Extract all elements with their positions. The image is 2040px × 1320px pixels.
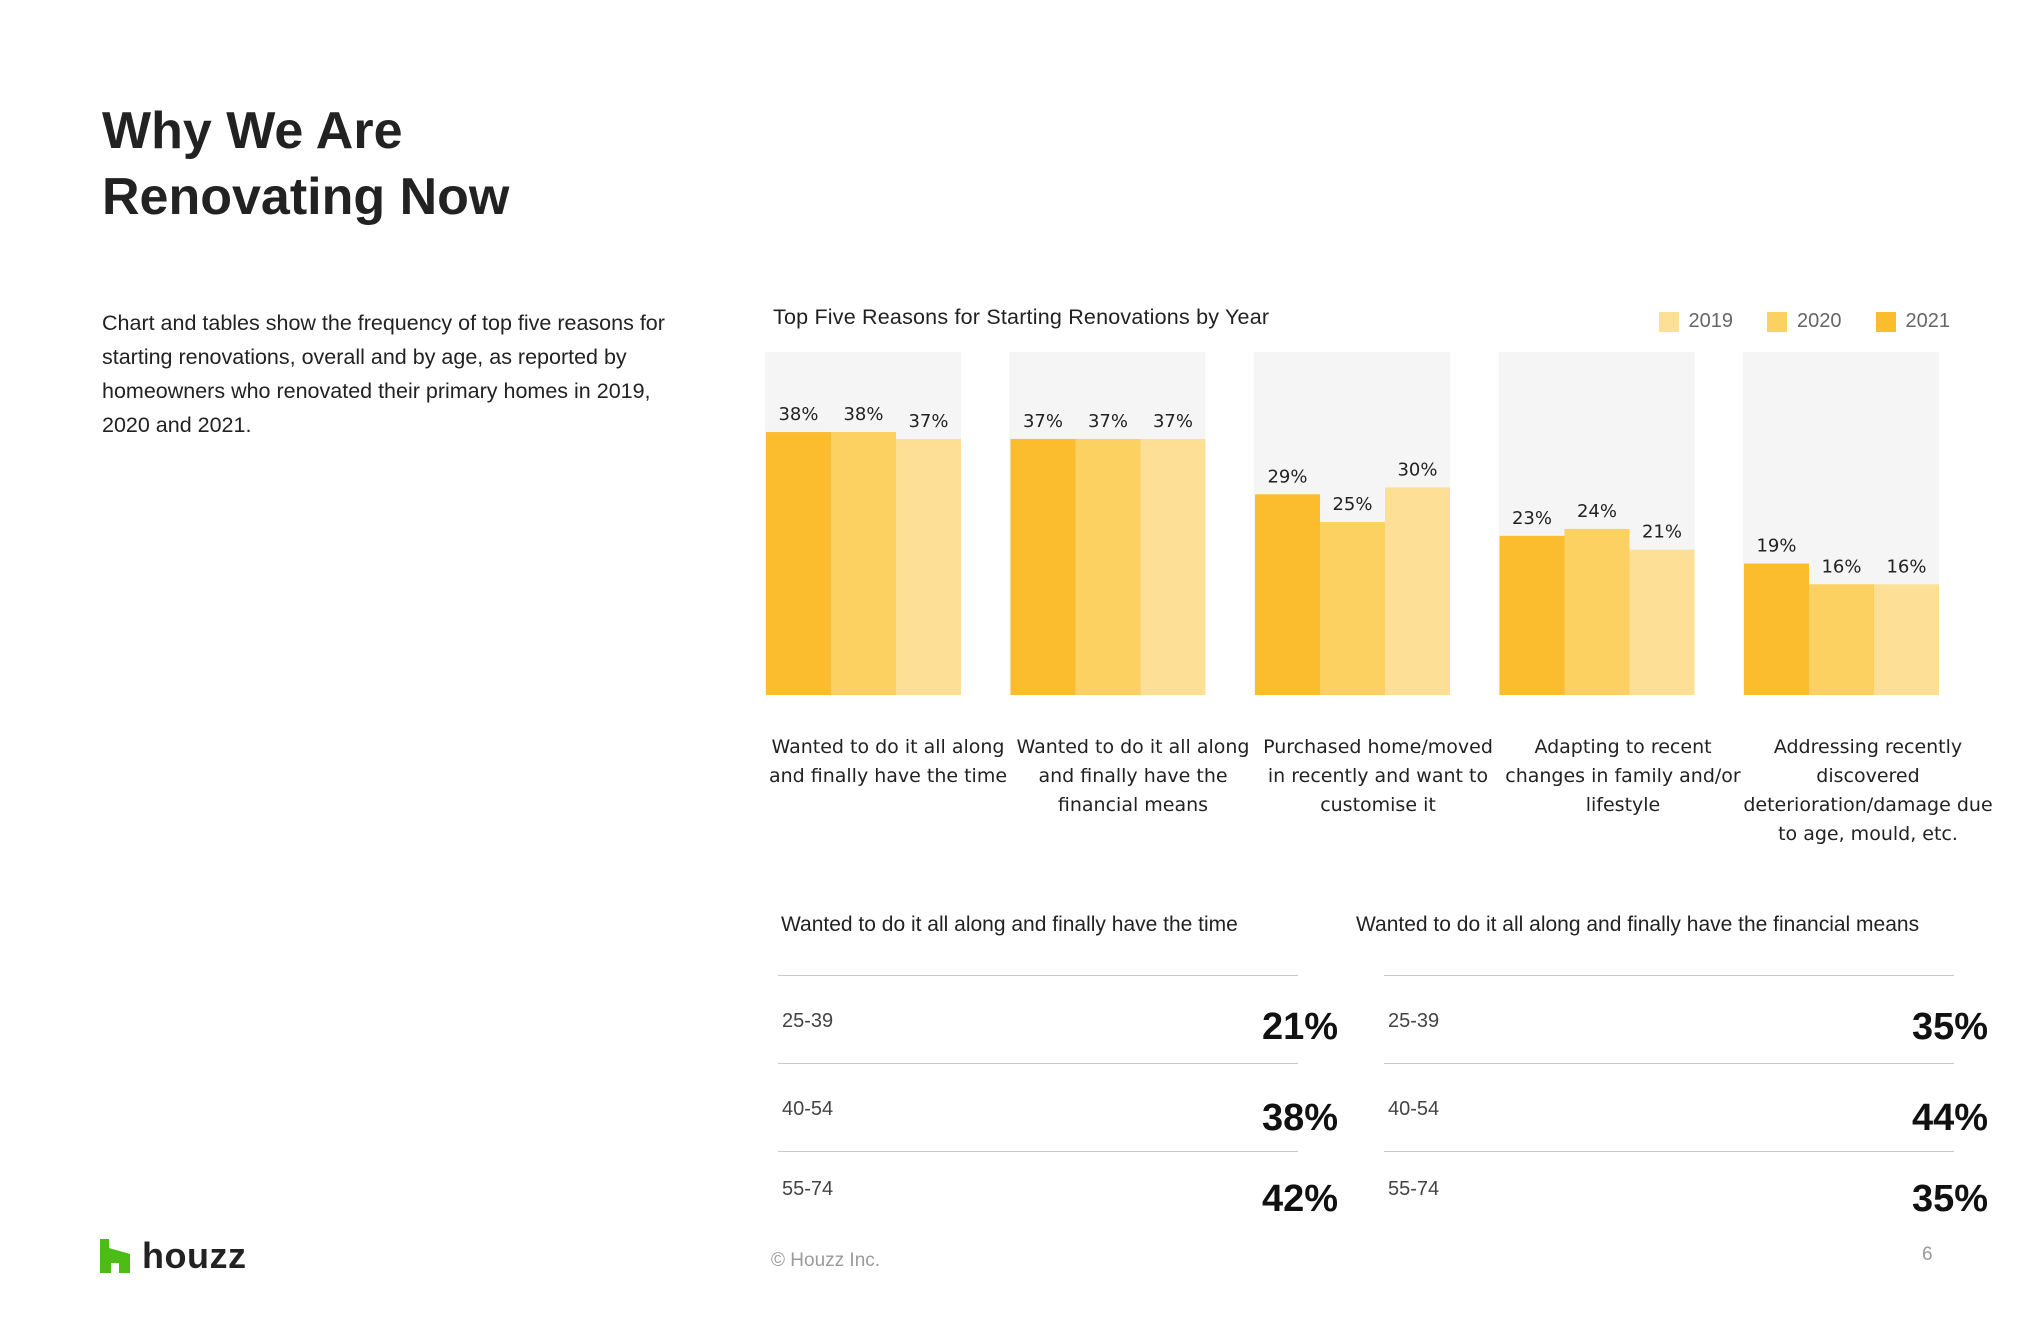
legend-item-2019: 2019	[1658, 310, 1734, 333]
legend-label-2020: 2020	[1797, 310, 1842, 332]
data-label-2021-1: 38%	[778, 404, 818, 425]
table-row: 25-39	[778, 975, 1298, 1063]
page-title-line-1: Why We Are	[102, 102, 403, 160]
data-label-2021-2: 37%	[1023, 411, 1063, 432]
bar-2020-5	[1809, 584, 1874, 695]
legend-item-2020: 2020	[1767, 310, 1842, 333]
table-title-financial: Wanted to do it all along and finally ha…	[1356, 913, 1920, 936]
data-label-2020-1: 38%	[843, 404, 883, 425]
data-label-2021-3: 29%	[1267, 466, 1307, 487]
legend-label-2021: 2021	[1905, 310, 1951, 332]
bar-2021-1	[766, 432, 831, 695]
table-row: 55-74	[778, 1151, 1298, 1239]
data-label-2019-1: 37%	[908, 411, 948, 432]
legend-swatch-2021	[1875, 311, 1896, 332]
data-label-2019-5: 16%	[1886, 556, 1926, 577]
page-title-line-2: Renovating Now	[102, 168, 510, 226]
legend-item-2021: 2021	[1875, 310, 1951, 333]
row-age: 25-39	[782, 1010, 834, 1032]
chart-legend: 2019 2020 2021	[1658, 310, 1951, 333]
bar-2021-3	[1255, 494, 1320, 695]
houzz-house-icon	[100, 1239, 130, 1273]
legend-swatch-2019	[1658, 311, 1679, 332]
data-label-2019-2: 37%	[1153, 411, 1193, 432]
bar-2021-4	[1499, 535, 1565, 695]
data-label-2020-5: 16%	[1821, 556, 1861, 577]
row-age: 55-74	[782, 1178, 834, 1200]
bar-2021-5	[1744, 563, 1809, 695]
table-row: 55-74	[1384, 1151, 1954, 1239]
row-value: 21%	[1261, 1006, 1338, 1048]
bar-2020-1	[831, 432, 896, 695]
legend-label-2019: 2019	[1688, 310, 1734, 332]
legend-swatch-2020	[1767, 311, 1787, 332]
row-value: 44%	[1911, 1097, 1988, 1139]
houzz-logo: houzz	[100, 1235, 246, 1277]
data-label-2019-4: 21%	[1642, 522, 1682, 543]
data-label-2020-3: 25%	[1332, 494, 1372, 515]
category-label-4: Adapting to recent changes in family and…	[1505, 736, 1741, 816]
bar-2020-2	[1075, 438, 1141, 695]
bar-2019-3	[1385, 487, 1450, 695]
row-value: 35%	[1911, 1178, 1988, 1220]
data-label-2020-2: 37%	[1088, 411, 1128, 432]
page-number: 6	[1922, 1244, 1933, 1265]
bar-2020-4	[1564, 528, 1630, 695]
age-table-financial: Wanted to do it all along and finally ha…	[1354, 913, 2002, 1239]
row-age: 55-74	[1388, 1178, 1440, 1200]
data-label-2019-3: 30%	[1397, 459, 1437, 480]
category-label-1: Wanted to do it all along and finally ha…	[768, 736, 1008, 787]
bar-chart: 38% 38% 37% 37% 37% 37% 29% 25% 30% 23% 24% 21% 19% 1…	[765, 352, 1939, 695]
data-label-2021-5: 19%	[1756, 536, 1796, 557]
logo-text: houzz	[142, 1235, 247, 1276]
page-title: Why We Are Renovating Now	[102, 98, 509, 230]
row-value: 38%	[1261, 1097, 1338, 1139]
copyright: © Houzz Inc.	[771, 1250, 881, 1271]
row-age: 40-54	[1388, 1098, 1440, 1120]
bar-2019-1	[896, 438, 961, 695]
bar-2019-2	[1140, 438, 1206, 695]
row-age: 25-39	[1388, 1010, 1440, 1032]
category-label-3: Purchased home/moved in recently and wan…	[1263, 736, 1493, 816]
table-row: 25-39	[1384, 975, 1954, 1063]
chart-title: Top Five Reasons for Starting Renovation…	[773, 305, 1270, 329]
bar-2020-3	[1320, 522, 1385, 695]
row-value: 35%	[1911, 1006, 1988, 1048]
bar-2019-4	[1629, 549, 1695, 695]
bar-2019-5	[1874, 584, 1939, 695]
table-title-time: Wanted to do it all along and finally ha…	[781, 913, 1238, 936]
row-value: 42%	[1261, 1178, 1338, 1220]
intro-text: Chart and tables show the frequency of t…	[102, 311, 665, 437]
data-label-2020-4: 24%	[1577, 501, 1617, 522]
row-age: 40-54	[782, 1098, 834, 1120]
category-label-2: Wanted to do it all along and finally ha…	[1016, 736, 1250, 816]
table-row: 40-54	[778, 1063, 1298, 1151]
data-label-2021-4: 23%	[1512, 508, 1552, 529]
age-table-time: Wanted to do it all along and finally ha…	[778, 913, 1368, 1239]
category-label-5: Addressing recently discovered deteriora…	[1743, 736, 1993, 845]
bar-2021-2	[1010, 438, 1076, 695]
table-row: 40-54	[1384, 1063, 1954, 1151]
